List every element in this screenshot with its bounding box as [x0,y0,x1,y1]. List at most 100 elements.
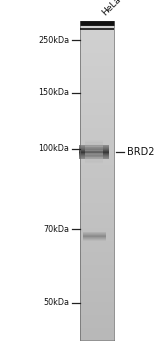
Bar [80,49,114,51]
Bar [79,147,109,148]
Bar [80,222,114,224]
Bar [80,203,114,205]
Bar [80,23,114,24]
Bar [80,86,114,88]
Bar [80,239,114,241]
Bar [80,113,114,114]
Bar [80,72,114,73]
Bar [80,280,114,281]
Bar [80,79,114,81]
Bar [85,140,103,141]
Bar [79,149,109,150]
Bar [80,281,114,282]
Bar [80,194,114,195]
Bar [80,179,114,180]
Bar [85,159,103,160]
Text: 70kDa: 70kDa [43,225,69,234]
Bar [83,237,106,238]
Bar [85,147,103,148]
Bar [79,145,109,146]
Bar [79,150,109,151]
Bar [83,232,106,233]
Bar [80,236,114,238]
Bar [80,291,114,293]
Bar [80,197,114,198]
Bar [80,63,114,64]
Bar [80,181,114,182]
Bar [80,237,114,239]
Bar [80,30,114,32]
Bar [80,334,114,335]
Bar [80,106,114,107]
Bar [80,288,114,289]
Bar [80,330,114,331]
Bar [80,166,114,168]
Bar [80,279,114,280]
Bar [80,117,114,119]
Bar [79,157,109,158]
Bar [79,156,109,157]
Bar [80,162,114,163]
Bar [80,298,114,299]
Bar [80,290,114,292]
Bar [80,333,114,334]
Bar [80,300,114,301]
Bar [80,55,114,56]
Bar [79,154,109,155]
Bar [80,82,114,84]
Bar [80,108,114,109]
Bar [80,283,114,284]
Bar [79,152,109,153]
Bar [79,157,109,158]
Bar [80,132,114,134]
Bar [80,126,114,127]
Bar [80,258,114,260]
Bar [80,294,114,295]
Bar [80,287,114,288]
Bar [80,107,114,108]
Text: 150kDa: 150kDa [38,88,69,97]
Bar [79,146,109,147]
Bar [80,312,114,313]
Bar [80,46,114,48]
Bar [80,250,114,251]
Bar [80,204,114,206]
Bar [80,76,114,77]
Bar [80,164,114,166]
Bar [80,131,114,133]
Bar [85,141,103,142]
Bar [80,212,114,213]
Bar [80,102,114,103]
Bar [80,149,114,150]
Bar [80,133,114,135]
Bar [80,175,114,176]
Bar [80,261,114,262]
Bar [80,235,114,237]
Bar [80,183,114,184]
Bar [80,190,114,192]
Bar [80,91,114,92]
Bar [85,144,103,145]
Bar [80,217,114,218]
Bar [80,31,114,33]
Bar [79,146,109,147]
Bar [80,317,114,318]
Bar [83,233,106,234]
Bar [80,147,114,148]
Bar [79,153,109,154]
Bar [80,127,114,128]
Bar [80,284,114,285]
Bar [80,243,114,244]
Bar [80,66,114,68]
Bar [80,195,114,196]
Bar [80,272,114,274]
Bar [85,161,103,163]
Bar [79,151,109,152]
Bar [80,260,114,261]
Bar [80,247,114,248]
Bar [80,226,114,228]
Bar [80,186,114,188]
Bar [85,146,103,147]
Bar [79,152,109,153]
Bar [80,115,114,117]
